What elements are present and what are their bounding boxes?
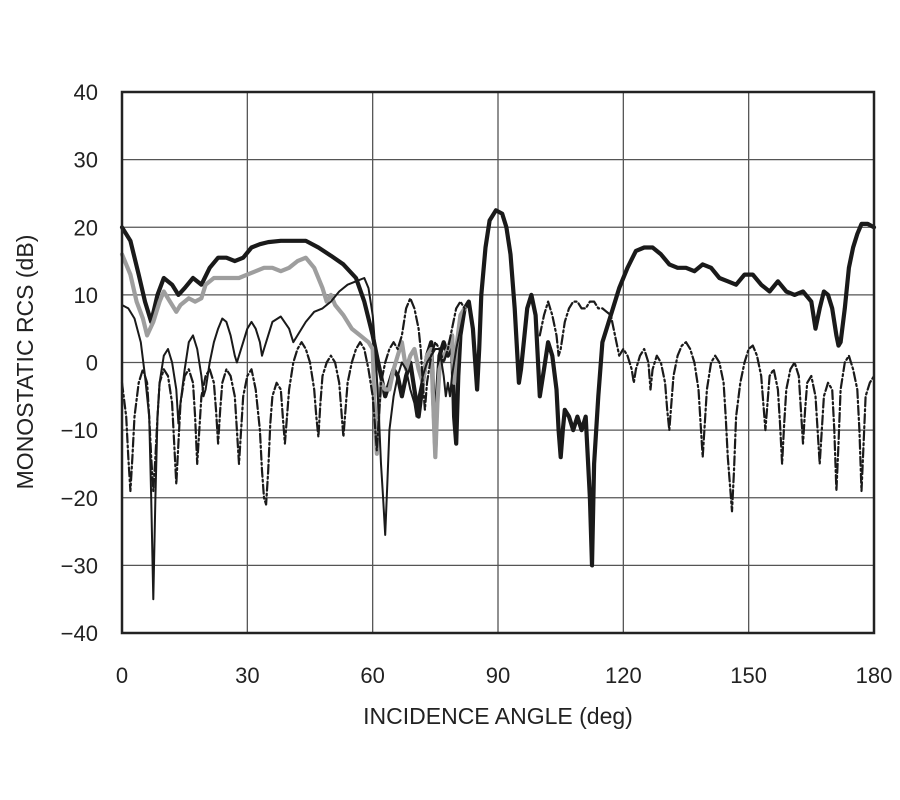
series-line-dash-dot [120,297,466,506]
x-tick-label: 60 [360,663,384,688]
y-tick-label: −40 [61,621,98,646]
plot-frame [120,90,876,635]
y-axis-label: MONOSTATIC RCS (dB) [12,235,38,490]
x-axis-label: INCIDENCE ANGLE (deg) [363,703,633,729]
y-tick-label: 20 [74,215,98,240]
y-tick-label: 30 [74,148,98,173]
x-tick-label: 180 [856,663,893,688]
x-tick-label: 30 [235,663,259,688]
y-tick-label: 10 [74,283,98,308]
grid [121,91,875,634]
y-tick-label: −10 [61,418,98,443]
x-tick-label: 0 [116,663,128,688]
series-layer [119,208,877,601]
series-line-thick-gray [119,252,467,460]
x-tick-label: 120 [605,663,642,688]
y-tick-labels: 40 30 20 10 0 −10 −20 −30 −40 [61,80,98,646]
x-tick-label: 150 [730,663,767,688]
x-tick-label: 90 [486,663,510,688]
y-tick-label: −30 [61,553,98,578]
series-line-dash-dot-right [538,300,876,513]
x-tick-labels: 0 30 60 90 120 150 180 [116,663,892,688]
series-line-thin-black [121,277,466,601]
y-tick-label: 40 [74,80,98,105]
y-tick-label: 0 [86,351,98,376]
series-line-thick-black [119,208,877,568]
y-tick-label: −20 [61,486,98,511]
